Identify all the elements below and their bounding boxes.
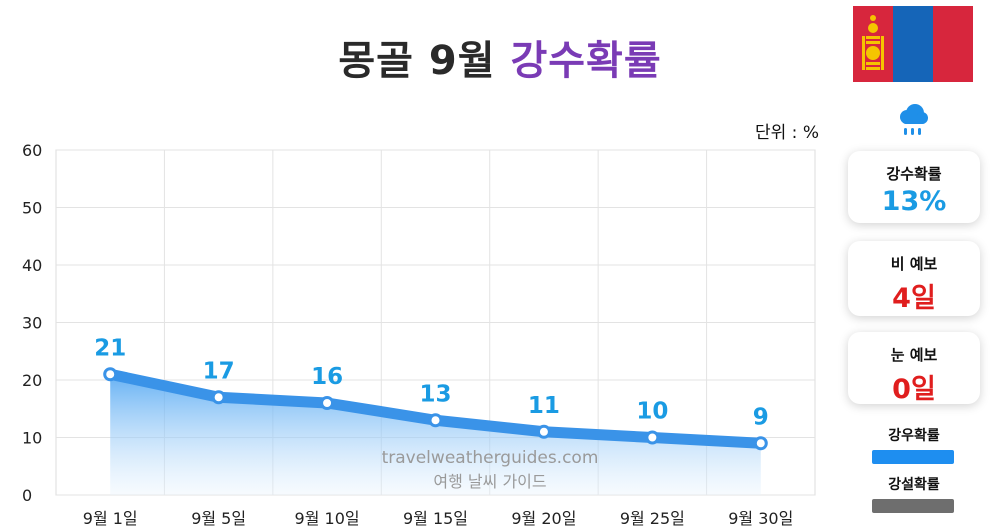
precipitation-chart: 0 10 20 30 40 50 60 9월 1일 9월 5일 9월 10일 9월 15일 9월 2…: [22, 141, 816, 528]
precip-card-value: 13%: [881, 186, 947, 217]
legend-snow-label: 강설확률: [888, 477, 940, 493]
data-point: [320, 396, 335, 410]
data-label: 10: [636, 399, 668, 425]
mongolia-flag-icon: [853, 6, 973, 82]
data-point: [753, 436, 768, 451]
x-tick-label: 9월 10일: [295, 509, 360, 528]
x-tick-label: 9월 30일: [728, 509, 793, 528]
watermark-url: travelweatherguides.com: [381, 448, 599, 468]
x-tick-label: 9월 25일: [620, 509, 685, 528]
rain-forecast-card: 비 예보 4일: [848, 241, 980, 316]
precip-card-label: 강수확률: [886, 165, 942, 183]
data-label: 13: [419, 381, 451, 407]
x-tick-label: 9월 20일: [511, 509, 576, 528]
data-label: 21: [94, 335, 126, 361]
data-point: [428, 413, 443, 428]
y-tick-label: 40: [22, 256, 42, 275]
snow-card-label: 눈 예보: [890, 346, 938, 364]
rain-card-label: 비 예보: [890, 255, 938, 273]
precip-probability-card: 강수확률 13%: [848, 151, 980, 223]
x-tick-label: 9월 5일: [191, 509, 246, 528]
data-point: [211, 390, 226, 405]
data-label: 9: [753, 404, 769, 430]
y-tick-label: 10: [22, 429, 42, 448]
legend-rain-swatch: [872, 450, 954, 464]
rain-cloud-icon: [900, 104, 928, 135]
title-main: 몽골 9월: [338, 38, 496, 84]
y-tick-label: 20: [22, 371, 42, 390]
title-accent: 강수확률: [510, 38, 662, 84]
legend-rain-label: 강우확률: [888, 428, 940, 444]
rain-card-value: 4일: [892, 283, 936, 314]
legend-snow-swatch: [872, 499, 954, 513]
y-tick-label: 60: [22, 141, 42, 160]
data-point: [103, 367, 118, 382]
data-label: 16: [311, 364, 343, 390]
chart-title: 몽골 9월 강수확률: [0, 28, 1000, 86]
data-label: 11: [528, 393, 560, 419]
unit-label: 단위 : %: [755, 123, 819, 143]
x-tick-label: 9월 1일: [83, 509, 138, 528]
y-tick-label: 50: [22, 199, 42, 218]
y-tick-label: 0: [22, 486, 32, 505]
snow-forecast-card: 눈 예보 0일: [848, 332, 980, 405]
data-point: [536, 424, 551, 439]
data-point: [645, 430, 660, 445]
y-tick-label: 30: [22, 314, 42, 333]
data-label: 17: [203, 358, 235, 384]
x-tick-label: 9월 15일: [403, 509, 468, 528]
snow-card-value: 0일: [892, 374, 936, 405]
watermark-name: 여행 날씨 가이드: [433, 472, 547, 491]
